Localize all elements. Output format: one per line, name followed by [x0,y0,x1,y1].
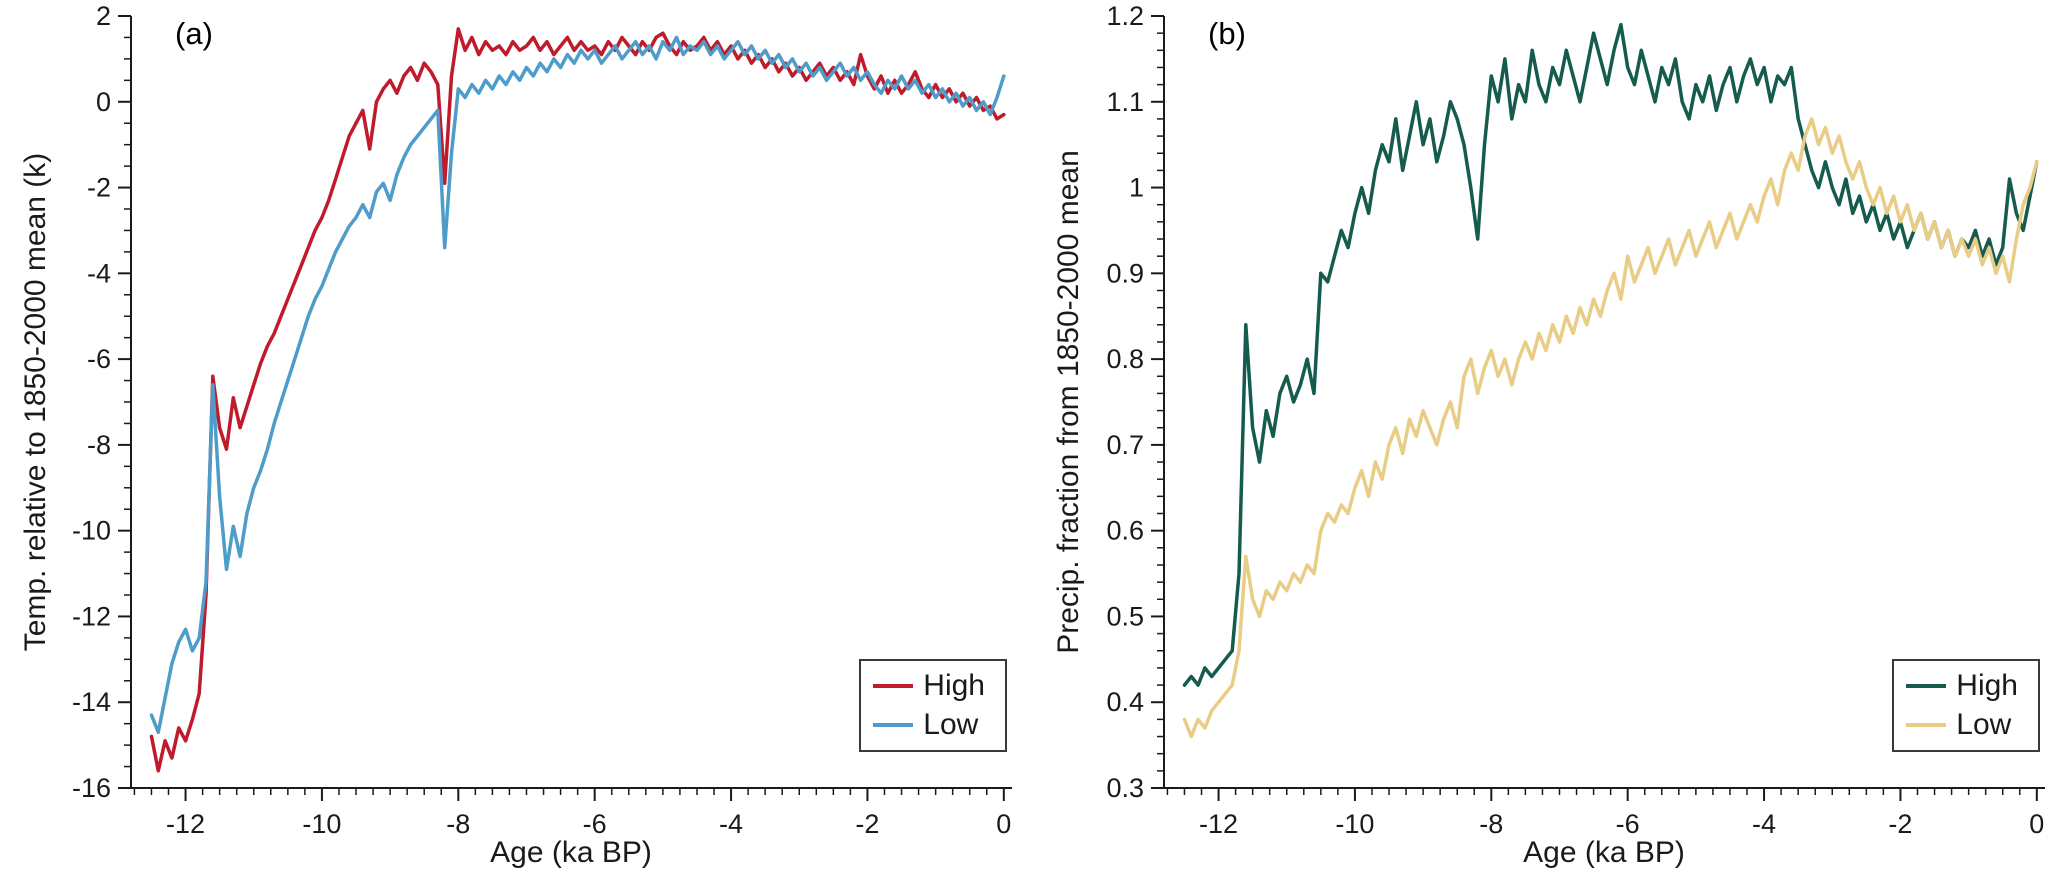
y-tick-label: 0.7 [1106,430,1144,460]
x-tick-label: 0 [996,809,1011,839]
x-tick-label: -6 [583,809,607,839]
legend-item-low: Low [873,708,985,742]
legend-label-high: High [923,669,985,702]
panel-b: -12 -10 -8 -6 -4 -2 0 0.3 0.4 0.5 0.6 0.7 0.8 0.9 1 1.1… [1033,0,2066,880]
y-tick-label: 1.1 [1106,87,1144,117]
series-line-low [1182,117,2039,739]
legend-label-low: Low [923,708,979,741]
y-tick-label: 0 [96,87,111,117]
x-tick-label: -2 [1888,809,1912,839]
series-line-high [1182,22,2039,687]
y-tick-label: -8 [87,430,111,460]
panel-a: -12 -10 -8 -6 -4 -2 0 -16 -14 -12 -10 -8 -6 -4 -2 0 2 (a… [0,0,1033,880]
y-tick-label: -4 [87,258,111,288]
y-tick-label: 0.5 [1106,601,1144,631]
x-tick-label: -6 [1616,809,1640,839]
y-tick-label: 1 [1129,173,1144,203]
plot-area-b: -12 -10 -8 -6 -4 -2 0 0.3 0.4 0.5 0.6 0.7 0.8 0.9 1 1.1… [1106,1,2045,839]
panel-letter-a: (a) [175,16,213,51]
y-tick-label: 0.9 [1106,258,1144,288]
series-line-low [149,35,1006,734]
y-tick-label: 0.8 [1106,344,1144,374]
y-tick-label: 2 [96,1,111,31]
y-axis-label-a: Temp. relative to 1850-2000 mean (k) [19,152,52,652]
legend-line-sample-low [1906,723,1947,727]
x-tick-label: -8 [1479,809,1503,839]
x-axis-label-a: Age (ka BP) [490,836,652,869]
x-tick-label: 0 [2029,809,2044,839]
legend-label-high: High [1956,669,2018,702]
legend-item-high: High [1906,669,2018,703]
x-tick-label: -4 [719,809,743,839]
x-tick-label: -8 [446,809,470,839]
legend-b: High Low [1892,659,2040,752]
legend-line-sample-high [1906,684,1947,688]
y-tick-label: -2 [87,173,111,203]
legend-a: High Low [859,659,1007,752]
y-tick-label: 0.4 [1106,687,1144,717]
legend-item-low: Low [1906,708,2018,742]
y-tick-label: -16 [72,773,111,803]
legend-label-low: Low [1956,708,2012,741]
x-axis-label-b: Age (ka BP) [1523,836,1685,869]
series-line-high [149,27,1006,773]
x-tick-label: -2 [855,809,879,839]
y-tick-label: 0.3 [1106,773,1144,803]
y-axis-label-b: Precip. fraction from 1850-2000 mean [1052,150,1085,654]
x-tick-label: -12 [1199,809,1238,839]
legend-line-sample-low [873,723,914,727]
y-tick-label: 1.2 [1106,1,1144,31]
y-tick-label: -14 [72,687,111,717]
x-tick-label: -12 [166,809,205,839]
panel-letter-b: (b) [1208,16,1246,51]
y-tick-label: -10 [72,516,111,546]
y-tick-label: -12 [72,601,111,631]
y-tick-label: 0.6 [1106,516,1144,546]
plot-area-a: -12 -10 -8 -6 -4 -2 0 -16 -14 -12 -10 -8 -6 -4 -2 0 2 [72,1,1012,839]
legend-item-high: High [873,669,985,703]
x-tick-label: -10 [302,809,341,839]
y-tick-label: -6 [87,344,111,374]
legend-line-sample-high [873,684,914,688]
x-tick-label: -4 [1752,809,1776,839]
x-tick-label: -10 [1335,809,1374,839]
